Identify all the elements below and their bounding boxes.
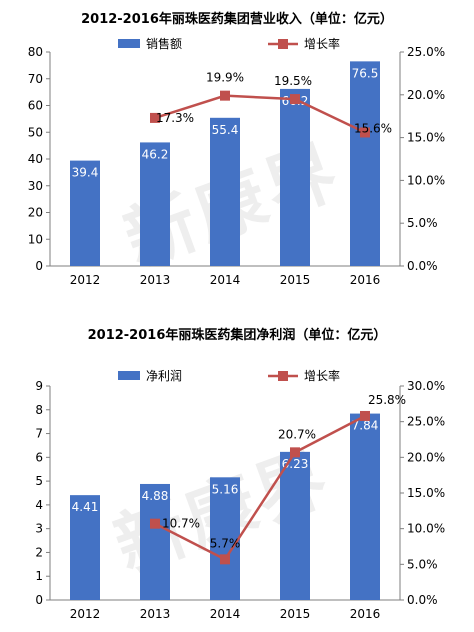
left-axis-tick-label: 10 [28,232,43,246]
left-axis-tick-label: 3 [35,522,43,536]
bar [210,117,240,267]
left-axis-tick-label: 4 [35,498,43,512]
left-axis-tick-label: 0 [35,259,43,273]
left-axis-tick-label: 6 [35,450,43,464]
net-profit-chart: 2012-2016年丽珠医药集团净利润（单位：亿元） 新康界 012345678… [0,316,474,632]
right-axis-tick-label: 25.0% [407,415,445,429]
right-axis-tick-label: 20.0% [407,450,445,464]
x-axis-tick-label: 2012 [70,607,101,621]
x-axis-tick-label: 2015 [280,273,311,287]
x-axis-tick-label: 2014 [210,607,241,621]
bar [140,483,170,600]
x-axis-tick-label: 2014 [210,273,241,287]
right-axis-tick-label: 0.0% [407,593,438,607]
growth-point [360,127,370,138]
right-axis-tick-label: 30.0% [407,379,445,393]
bar [70,160,100,266]
bar [70,495,100,600]
bar [280,451,310,600]
left-axis-tick-label: 1 [35,569,43,583]
growth-data-label: 10.7% [162,517,200,531]
growth-data-label: 19.9% [206,71,244,85]
bar-data-label: 39.4 [72,166,99,180]
chart-title: 2012-2016年丽珠医药集团营业收入（单位：亿元） [81,12,393,27]
bar-data-label: 7.84 [352,419,379,433]
x-axis-tick-label: 2013 [140,607,171,621]
growth-data-label: 5.7% [210,536,241,550]
right-axis-tick-label: 5.0% [407,557,438,571]
growth-line [154,94,366,134]
right-axis-tick-label: 25.0% [407,45,445,59]
legend-label: 净利润 [146,369,182,383]
bar-data-label: 4.41 [72,500,99,514]
chart-title: 2012-2016年丽珠医药集团净利润（单位：亿元） [87,328,387,343]
bar-data-label: 76.5 [352,66,379,80]
x-axis-tick-label: 2013 [140,273,171,287]
left-axis-tick-label: 8 [35,403,43,417]
bar [140,142,170,266]
legend-swatch-bar [118,371,140,380]
growth-line [154,414,366,561]
bar [350,61,380,266]
growth-point [220,554,230,565]
bar-data-label: 5.16 [212,482,239,496]
left-axis-tick-label: 80 [28,45,43,59]
left-axis-tick-label: 0 [35,593,43,607]
growth-point [150,112,160,123]
left-axis-tick-label: 7 [35,427,43,441]
growth-data-label: 15.6% [354,121,392,135]
legend-swatch-bar [118,39,140,48]
right-axis-tick-label: 15.0% [407,131,445,145]
right-axis-tick-label: 15.0% [407,486,445,500]
legend-swatch-marker [278,371,288,381]
legend-label: 增长率 [304,368,340,383]
growth-point [290,94,300,105]
bar-data-label: 46.2 [142,147,169,161]
bar [280,88,310,266]
bar-data-label: 4.88 [142,489,169,503]
x-axis-tick-label: 2016 [350,607,381,621]
right-axis-tick-label: 10.0% [407,522,445,536]
x-axis-tick-label: 2012 [70,273,101,287]
bar [210,477,240,600]
growth-point [290,447,300,458]
left-axis-tick-label: 30 [28,179,43,193]
x-axis-tick-label: 2016 [350,273,381,287]
growth-data-label: 19.5% [274,74,312,88]
bar-data-label: 55.4 [212,123,239,137]
revenue-chart: 2012-2016年丽珠医药集团营业收入（单位：亿元） 新康界 01020304… [28,12,445,287]
legend-swatch-marker [278,39,288,49]
left-axis-tick-label: 2 [35,545,43,559]
left-axis-tick-label: 20 [28,206,43,220]
growth-data-label: 20.7% [278,427,316,441]
growth-point [150,518,160,529]
right-axis-tick-label: 0.0% [407,259,438,273]
growth-point [220,90,230,101]
bar [350,413,380,600]
x-axis-tick-label: 2015 [280,607,311,621]
left-axis-tick-label: 60 [28,99,43,113]
net-profit-chart-plot: 0 1 2 3 4 5 6 7 8 9 0.0% 5.0% 10.0% 15.0% 20.0% 25.0% 30… [35,368,445,621]
left-axis-tick-label: 50 [28,125,43,139]
left-axis-tick-label: 70 [28,72,43,86]
legend-label: 销售额 [146,36,182,51]
left-axis-tick-label: 40 [28,152,43,166]
growth-data-label: 25.8% [368,393,406,407]
revenue-chart-plot: 0 10 20 30 40 50 60 70 80 0.0% 5.0% 10.0% 15.0% 20.0%… [28,36,445,287]
growth-data-label: 17.3% [156,111,194,125]
growth-point [360,410,370,421]
right-axis-tick-label: 5.0% [407,216,438,230]
right-axis-tick-label: 10.0% [407,173,445,187]
left-axis-tick-label: 9 [35,379,43,393]
left-axis-tick-label: 5 [35,474,43,488]
right-axis-tick-label: 20.0% [407,88,445,102]
legend-label: 增长率 [304,36,340,51]
